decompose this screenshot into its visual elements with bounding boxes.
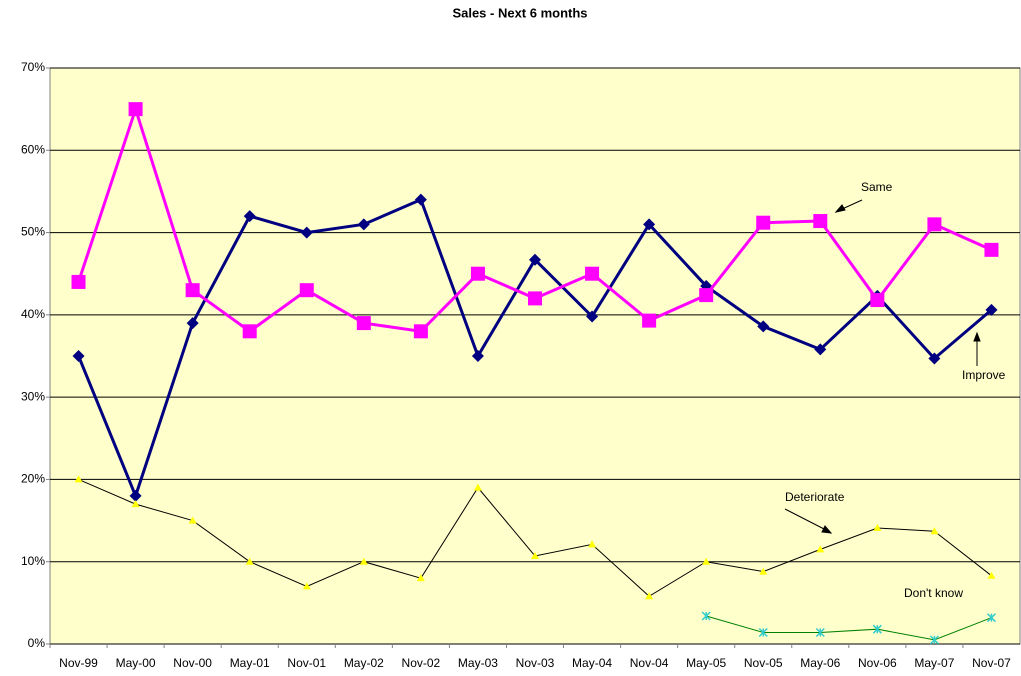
marker — [588, 540, 597, 548]
marker — [815, 627, 825, 638]
x-tick-label: Nov-03 — [516, 656, 555, 670]
marker — [414, 193, 427, 206]
marker — [470, 266, 485, 281]
marker — [416, 574, 425, 582]
x-tick-label: Nov-00 — [173, 656, 212, 670]
x-tick-label: Nov-01 — [287, 656, 326, 670]
x-tick-label: Nov-07 — [972, 656, 1011, 670]
x-tick-label: Nov-02 — [402, 656, 441, 670]
arrow — [784, 508, 827, 531]
marker — [759, 567, 768, 575]
marker — [528, 291, 542, 306]
marker — [929, 635, 939, 645]
marker — [72, 350, 85, 362]
series-label: Deteriorate — [785, 490, 845, 504]
marker — [987, 571, 996, 579]
marker — [185, 283, 200, 298]
x-tick-label: Nov-99 — [59, 656, 98, 670]
series-label: Same — [861, 180, 893, 194]
marker — [643, 218, 656, 231]
marker — [129, 489, 142, 502]
marker — [985, 303, 998, 316]
marker — [872, 624, 882, 634]
marker — [702, 557, 711, 565]
marker — [300, 226, 313, 239]
marker — [930, 527, 939, 535]
x-tick-label: May-06 — [800, 656, 840, 670]
plot-area — [49, 67, 1021, 645]
marker — [814, 343, 827, 356]
marker — [413, 324, 428, 339]
arrow-head — [834, 204, 846, 213]
series-label: Improve — [962, 368, 1006, 382]
y-tick-label: 30% — [21, 389, 45, 403]
marker — [928, 352, 941, 365]
marker — [585, 266, 600, 281]
marker — [473, 483, 482, 491]
x-tick-label: May-01 — [230, 656, 270, 670]
marker — [873, 523, 882, 531]
marker — [74, 475, 83, 483]
x-tick-label: May-00 — [116, 656, 156, 670]
marker — [302, 582, 311, 590]
y-tick-label: 0% — [28, 636, 46, 650]
x-tick-label: Nov-04 — [630, 656, 669, 670]
arrow-head — [973, 331, 981, 342]
marker — [870, 293, 885, 308]
marker — [299, 283, 314, 298]
marker — [756, 215, 771, 230]
marker — [816, 545, 825, 553]
x-tick-label: Nov-06 — [858, 656, 897, 670]
marker — [699, 288, 714, 303]
x-tick-label: May-02 — [344, 656, 384, 670]
marker — [359, 557, 368, 565]
marker — [357, 218, 370, 231]
y-tick-label: 70% — [21, 60, 45, 74]
marker — [471, 350, 484, 362]
marker — [128, 102, 143, 117]
marker — [586, 310, 599, 323]
x-tick-label: May-07 — [914, 656, 954, 670]
y-tick-label: 50% — [21, 225, 45, 239]
y-tick-label: 10% — [21, 554, 45, 568]
marker — [701, 611, 711, 621]
marker — [531, 551, 539, 559]
marker — [245, 557, 254, 565]
marker — [642, 313, 657, 328]
arrow-head — [821, 525, 833, 534]
marker — [986, 613, 997, 623]
marker — [984, 242, 999, 257]
marker — [131, 500, 140, 508]
x-tick-label: May-03 — [458, 656, 498, 670]
y-tick-label: 40% — [21, 307, 45, 321]
marker — [242, 324, 257, 339]
marker — [813, 214, 828, 229]
x-tick-label: Nov-05 — [744, 656, 783, 670]
marker — [758, 627, 768, 638]
annotation-arrows — [784, 199, 981, 534]
y-tick-label: 60% — [21, 142, 45, 156]
marker — [757, 320, 770, 333]
marker — [243, 210, 256, 223]
marker — [529, 253, 541, 266]
marker — [645, 592, 654, 600]
chart-title: Sales - Next 6 months — [452, 5, 587, 20]
x-tick-label: May-05 — [686, 656, 726, 670]
marker — [927, 217, 942, 232]
series-line — [706, 615, 992, 641]
marker — [188, 516, 197, 524]
marker — [356, 316, 371, 331]
y-tick-label: 20% — [21, 472, 45, 486]
marker — [186, 317, 199, 330]
x-tick-label: May-04 — [572, 656, 612, 670]
series-label: Don't know — [904, 586, 963, 600]
marker — [71, 274, 86, 289]
